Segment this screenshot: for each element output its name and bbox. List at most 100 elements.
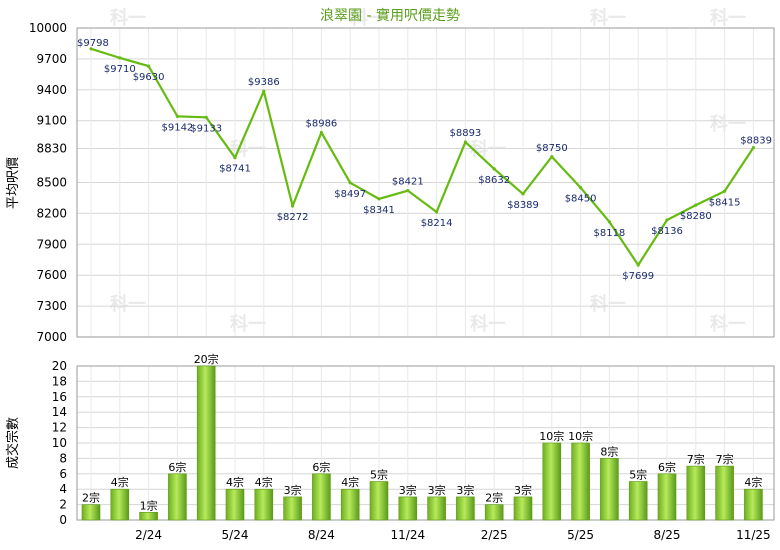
price-y-tick-label: 10000 — [29, 21, 67, 35]
price-data-label: $8421 — [392, 177, 424, 188]
volume-y-tick-label: 4 — [59, 482, 67, 496]
price-data-label: $8118 — [593, 228, 625, 239]
volume-data-labels: 2宗 4宗 1宗 6宗 20宗 4宗 4宗 3宗 6宗 4宗 5宗 3宗 3宗 3宗 2宗 3宗 10宗 10宗 8… — [82, 352, 762, 512]
volume-bar-label: 6宗 — [312, 460, 330, 474]
volume-bar — [657, 473, 677, 521]
volume-bar — [628, 481, 648, 521]
volume-y-tick-label: 8 — [59, 451, 67, 465]
price-point — [636, 263, 640, 267]
volume-y-tick-label: 10 — [52, 436, 67, 450]
price-data-label: $7699 — [622, 271, 654, 282]
volume-x-tick-label: 11/25 — [736, 528, 771, 542]
volume-bar — [254, 488, 274, 521]
price-point — [147, 64, 151, 68]
price-data-label: $8214 — [421, 218, 453, 229]
volume-bar — [369, 481, 389, 521]
volume-y-tick-label: 14 — [52, 405, 67, 419]
volume-bar — [312, 473, 331, 521]
volume-bar — [139, 511, 158, 521]
volume-bar-label: 4宗 — [111, 475, 129, 489]
watermark-text: 科一 — [350, 7, 386, 29]
volume-x-tick-label: 11/24 — [391, 528, 426, 542]
volume-bar — [686, 465, 706, 521]
volume-bar — [542, 442, 562, 521]
volume-bar-series — [81, 365, 763, 521]
volume-bar — [283, 496, 302, 521]
price-y-tick-label: 7900 — [36, 237, 67, 251]
volume-bar — [196, 365, 216, 521]
volume-bar-label: 20宗 — [194, 352, 219, 366]
volume-y-tick-label: 2 — [59, 498, 67, 512]
volume-x-tick-label: 2/24 — [135, 528, 162, 542]
volume-bar-label: 4宗 — [255, 475, 273, 489]
price-data-label: $8497 — [334, 189, 366, 200]
volume-bar-label: 3宗 — [456, 483, 474, 497]
volume-bar — [744, 488, 763, 521]
volume-bar-label: 3宗 — [514, 483, 532, 497]
price-data-label: $9710 — [104, 64, 136, 75]
volume-bar — [225, 488, 245, 521]
watermark-text: 科一 — [590, 7, 626, 29]
volume-bar-label: 8宗 — [600, 444, 618, 458]
volume-bar-label: 3宗 — [428, 483, 446, 497]
price-y-tick-label: 8500 — [36, 176, 67, 190]
volume-bar-label: 7宗 — [687, 452, 705, 466]
price-data-label: $8389 — [507, 200, 539, 211]
price-data-labels: $9798 $9710$9630 $9142$9133 $8741 $9386 $8272… — [77, 38, 772, 282]
price-data-label: $9630 — [133, 72, 165, 83]
price-y-axis-title: 平均呎價 — [6, 157, 21, 209]
watermark-text: 科一 — [710, 313, 746, 335]
volume-bar-label: 4宗 — [226, 475, 244, 489]
volume-y-tick-label: 18 — [52, 374, 67, 388]
price-point — [694, 203, 698, 207]
watermark-text: 科一 — [110, 7, 146, 29]
price-point — [348, 181, 352, 185]
price-point — [406, 189, 410, 193]
volume-x-tick-label: 5/24 — [222, 528, 249, 542]
volume-bar-label: 5宗 — [629, 468, 647, 482]
volume-y-tick-label: 6 — [59, 467, 67, 481]
volume-y-tick-label: 16 — [52, 390, 67, 404]
volume-bar-label: 10宗 — [539, 429, 564, 443]
volume-bar — [600, 458, 619, 521]
price-data-label: $8893 — [449, 128, 481, 139]
price-data-label: $8839 — [740, 136, 772, 147]
watermark-text: 科一 — [590, 293, 626, 315]
volume-y-tick-label: 20 — [52, 359, 67, 373]
price-point — [665, 218, 669, 222]
volume-bar — [571, 442, 590, 521]
price-data-label: $8341 — [363, 205, 395, 216]
price-point — [204, 115, 208, 119]
price-data-label: $8986 — [305, 118, 337, 129]
volume-bar — [484, 504, 504, 521]
volume-bar — [715, 465, 734, 521]
price-point — [291, 204, 295, 208]
volume-bar-label: 6宗 — [658, 460, 676, 474]
volume-x-axis: 2/24 5/24 8/24 11/24 2/25 5/25 8/25 11/25 — [135, 528, 771, 542]
price-series-line — [90, 47, 755, 267]
price-plot-border — [76, 27, 775, 338]
price-grid — [77, 27, 774, 338]
volume-y-tick-label: 0 — [59, 513, 67, 527]
volume-bar — [398, 496, 418, 521]
price-point — [233, 156, 237, 160]
volume-x-tick-label: 8/24 — [308, 528, 335, 542]
price-point — [550, 155, 554, 159]
price-y-tick-label: 8200 — [36, 206, 67, 220]
watermark-text: 科一 — [230, 313, 266, 335]
volume-y-tick-label: 12 — [52, 421, 67, 435]
volume-bar-label: 7宗 — [716, 452, 734, 466]
volume-bar-label: 4宗 — [744, 475, 762, 489]
volume-bar — [110, 488, 130, 521]
volume-x-tick-label: 2/25 — [481, 528, 508, 542]
volume-bar-label: 5宗 — [370, 468, 388, 482]
price-data-label: $9142 — [161, 122, 193, 133]
volume-bar-label: 3宗 — [399, 483, 417, 497]
price-data-label: $8280 — [680, 211, 712, 222]
volume-bar — [456, 496, 475, 521]
volume-plot-frame — [76, 365, 775, 521]
price-point — [492, 167, 496, 171]
volume-bar-label: 2宗 — [485, 491, 503, 505]
chart-title: 浪翠園 - 實用呎價走勢 — [320, 7, 460, 24]
volume-bar-label: 3宗 — [284, 483, 302, 497]
